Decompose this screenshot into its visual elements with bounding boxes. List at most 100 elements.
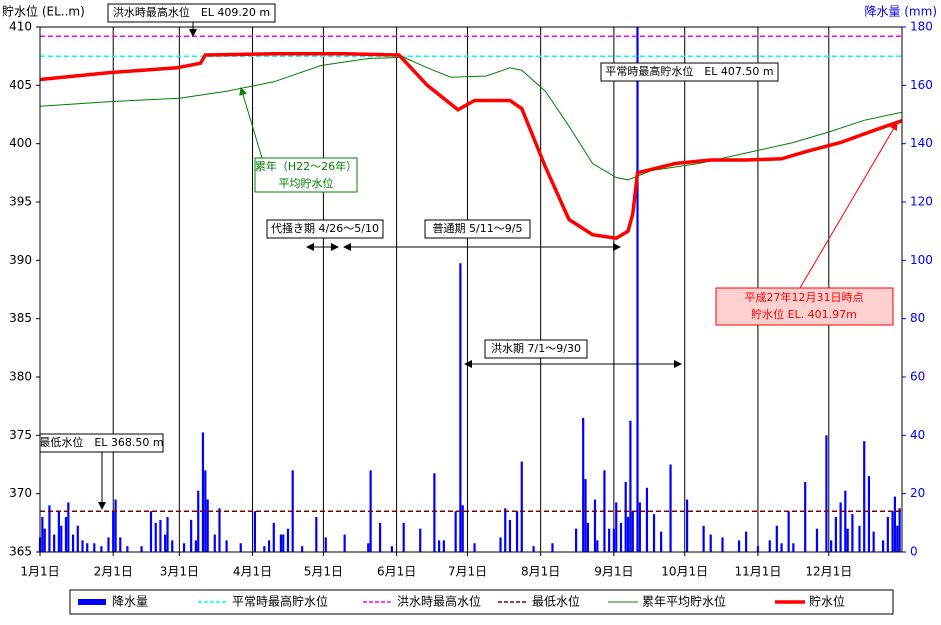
x-tick-label: 3月1日 <box>160 565 199 579</box>
rain-bar <box>197 490 200 552</box>
rain-bar <box>844 490 847 552</box>
rain-bar <box>756 546 760 552</box>
rain-bar <box>893 496 897 552</box>
annotation: 平均貯水位 <box>279 176 334 190</box>
annotation: 平常時最高貯水位 EL 407.50 m <box>605 64 773 78</box>
rain-bar <box>218 508 221 552</box>
rain-bar <box>438 540 441 552</box>
rain-bar <box>419 528 422 552</box>
rain-bar <box>584 479 587 552</box>
annotation: 代掻き期 4/26～5/10 <box>271 221 379 235</box>
rain-bar <box>815 528 819 552</box>
rain-bar <box>629 420 632 552</box>
rain-bar <box>721 537 724 552</box>
rain-bar <box>41 517 44 552</box>
rain-bar <box>206 499 209 552</box>
rain-bar <box>343 534 346 552</box>
rain-bar <box>574 528 578 552</box>
annotation: 普通期 5/11～9/5 <box>433 221 523 235</box>
rain-bar <box>93 543 96 552</box>
rain-bar <box>775 525 778 552</box>
rain-bar <box>830 540 833 552</box>
rain-bar <box>596 540 599 552</box>
rain-bar <box>872 531 875 552</box>
annotation: 平成27年12月31日時点 <box>745 290 864 304</box>
y-tick-label: 405 <box>9 78 32 92</box>
legend-label: 平常時最高貯水位 <box>232 594 328 609</box>
rain-bar <box>182 543 186 552</box>
rain-bar <box>624 482 627 552</box>
rain-bar <box>204 470 207 552</box>
annotation-box <box>266 219 384 239</box>
rain-bar <box>402 522 405 552</box>
rain-bar <box>282 534 285 552</box>
annotation: 累年（H22～26年） <box>255 159 357 173</box>
rain-bar <box>57 511 60 552</box>
rain-bar <box>504 508 507 552</box>
rain-bar <box>390 546 393 552</box>
annotation-box <box>424 219 531 239</box>
y2-tick-label: 140 <box>910 136 933 150</box>
rain-bar <box>194 540 197 552</box>
series-line <box>39 52 903 241</box>
rain-bar <box>461 505 464 552</box>
rain-bar <box>171 540 174 552</box>
rain-bar <box>433 473 436 552</box>
y-tick-label: 380 <box>9 370 32 384</box>
rain-bar <box>882 540 885 552</box>
rain-bar <box>898 508 901 552</box>
rain-bar <box>201 432 205 552</box>
y-tick-label: 400 <box>9 136 32 150</box>
x-tick-label: 4月1日 <box>233 565 272 579</box>
rain-bar <box>702 525 705 552</box>
rain-bar <box>154 522 157 552</box>
y2-tick-label: 160 <box>910 78 933 92</box>
rain-bar <box>593 499 597 552</box>
rain-bar <box>709 534 712 552</box>
x-tick-label: 9月1日 <box>594 565 633 579</box>
rain-bar <box>107 537 110 552</box>
rain-bar <box>459 263 462 552</box>
rain-bar <box>520 461 523 552</box>
rain-bar <box>225 540 228 552</box>
rain-bar <box>253 511 257 552</box>
rain-bar <box>378 522 382 552</box>
rain-bar <box>631 511 634 552</box>
y-axis-title: 貯水位 (EL..m) <box>2 4 85 19</box>
rain-bar <box>867 476 871 552</box>
legend-box <box>69 589 894 615</box>
rain-bar <box>608 528 611 552</box>
rain-bar <box>615 502 618 552</box>
y2-tick-label: 80 <box>910 311 925 325</box>
y2-tick-label: 20 <box>910 486 925 500</box>
y-tick-label: 370 <box>9 486 32 500</box>
y-tick-label: 385 <box>9 311 32 325</box>
y-tick-label: 395 <box>9 195 32 209</box>
rain-bar <box>768 540 771 552</box>
rain-bar <box>100 546 103 552</box>
rain-bar <box>745 531 748 552</box>
rain-bar <box>737 540 741 552</box>
rain-bar <box>76 525 79 552</box>
y-tick-label: 375 <box>9 428 32 442</box>
rain-bar <box>839 502 842 552</box>
annotation: 洪水時最高水位 EL 409.20 m <box>113 5 270 19</box>
rain-bar <box>896 525 899 552</box>
rain-bar <box>780 543 783 552</box>
rain-bar <box>71 534 75 552</box>
rain-bar <box>213 534 216 552</box>
rain-bar <box>126 546 129 552</box>
rain-bar <box>804 482 807 552</box>
annotation-box <box>107 3 276 23</box>
rain-bar <box>619 522 623 552</box>
rain-bar <box>891 511 894 552</box>
rain-bar <box>636 27 639 552</box>
rain-bar <box>454 511 457 552</box>
x-tick-label: 6月1日 <box>377 565 416 579</box>
rain-bar <box>114 499 117 552</box>
rain-bar <box>612 528 615 552</box>
x-tick-label: 1月1日 <box>20 565 59 579</box>
rain-bar <box>190 519 193 552</box>
rain-bar <box>851 514 854 552</box>
